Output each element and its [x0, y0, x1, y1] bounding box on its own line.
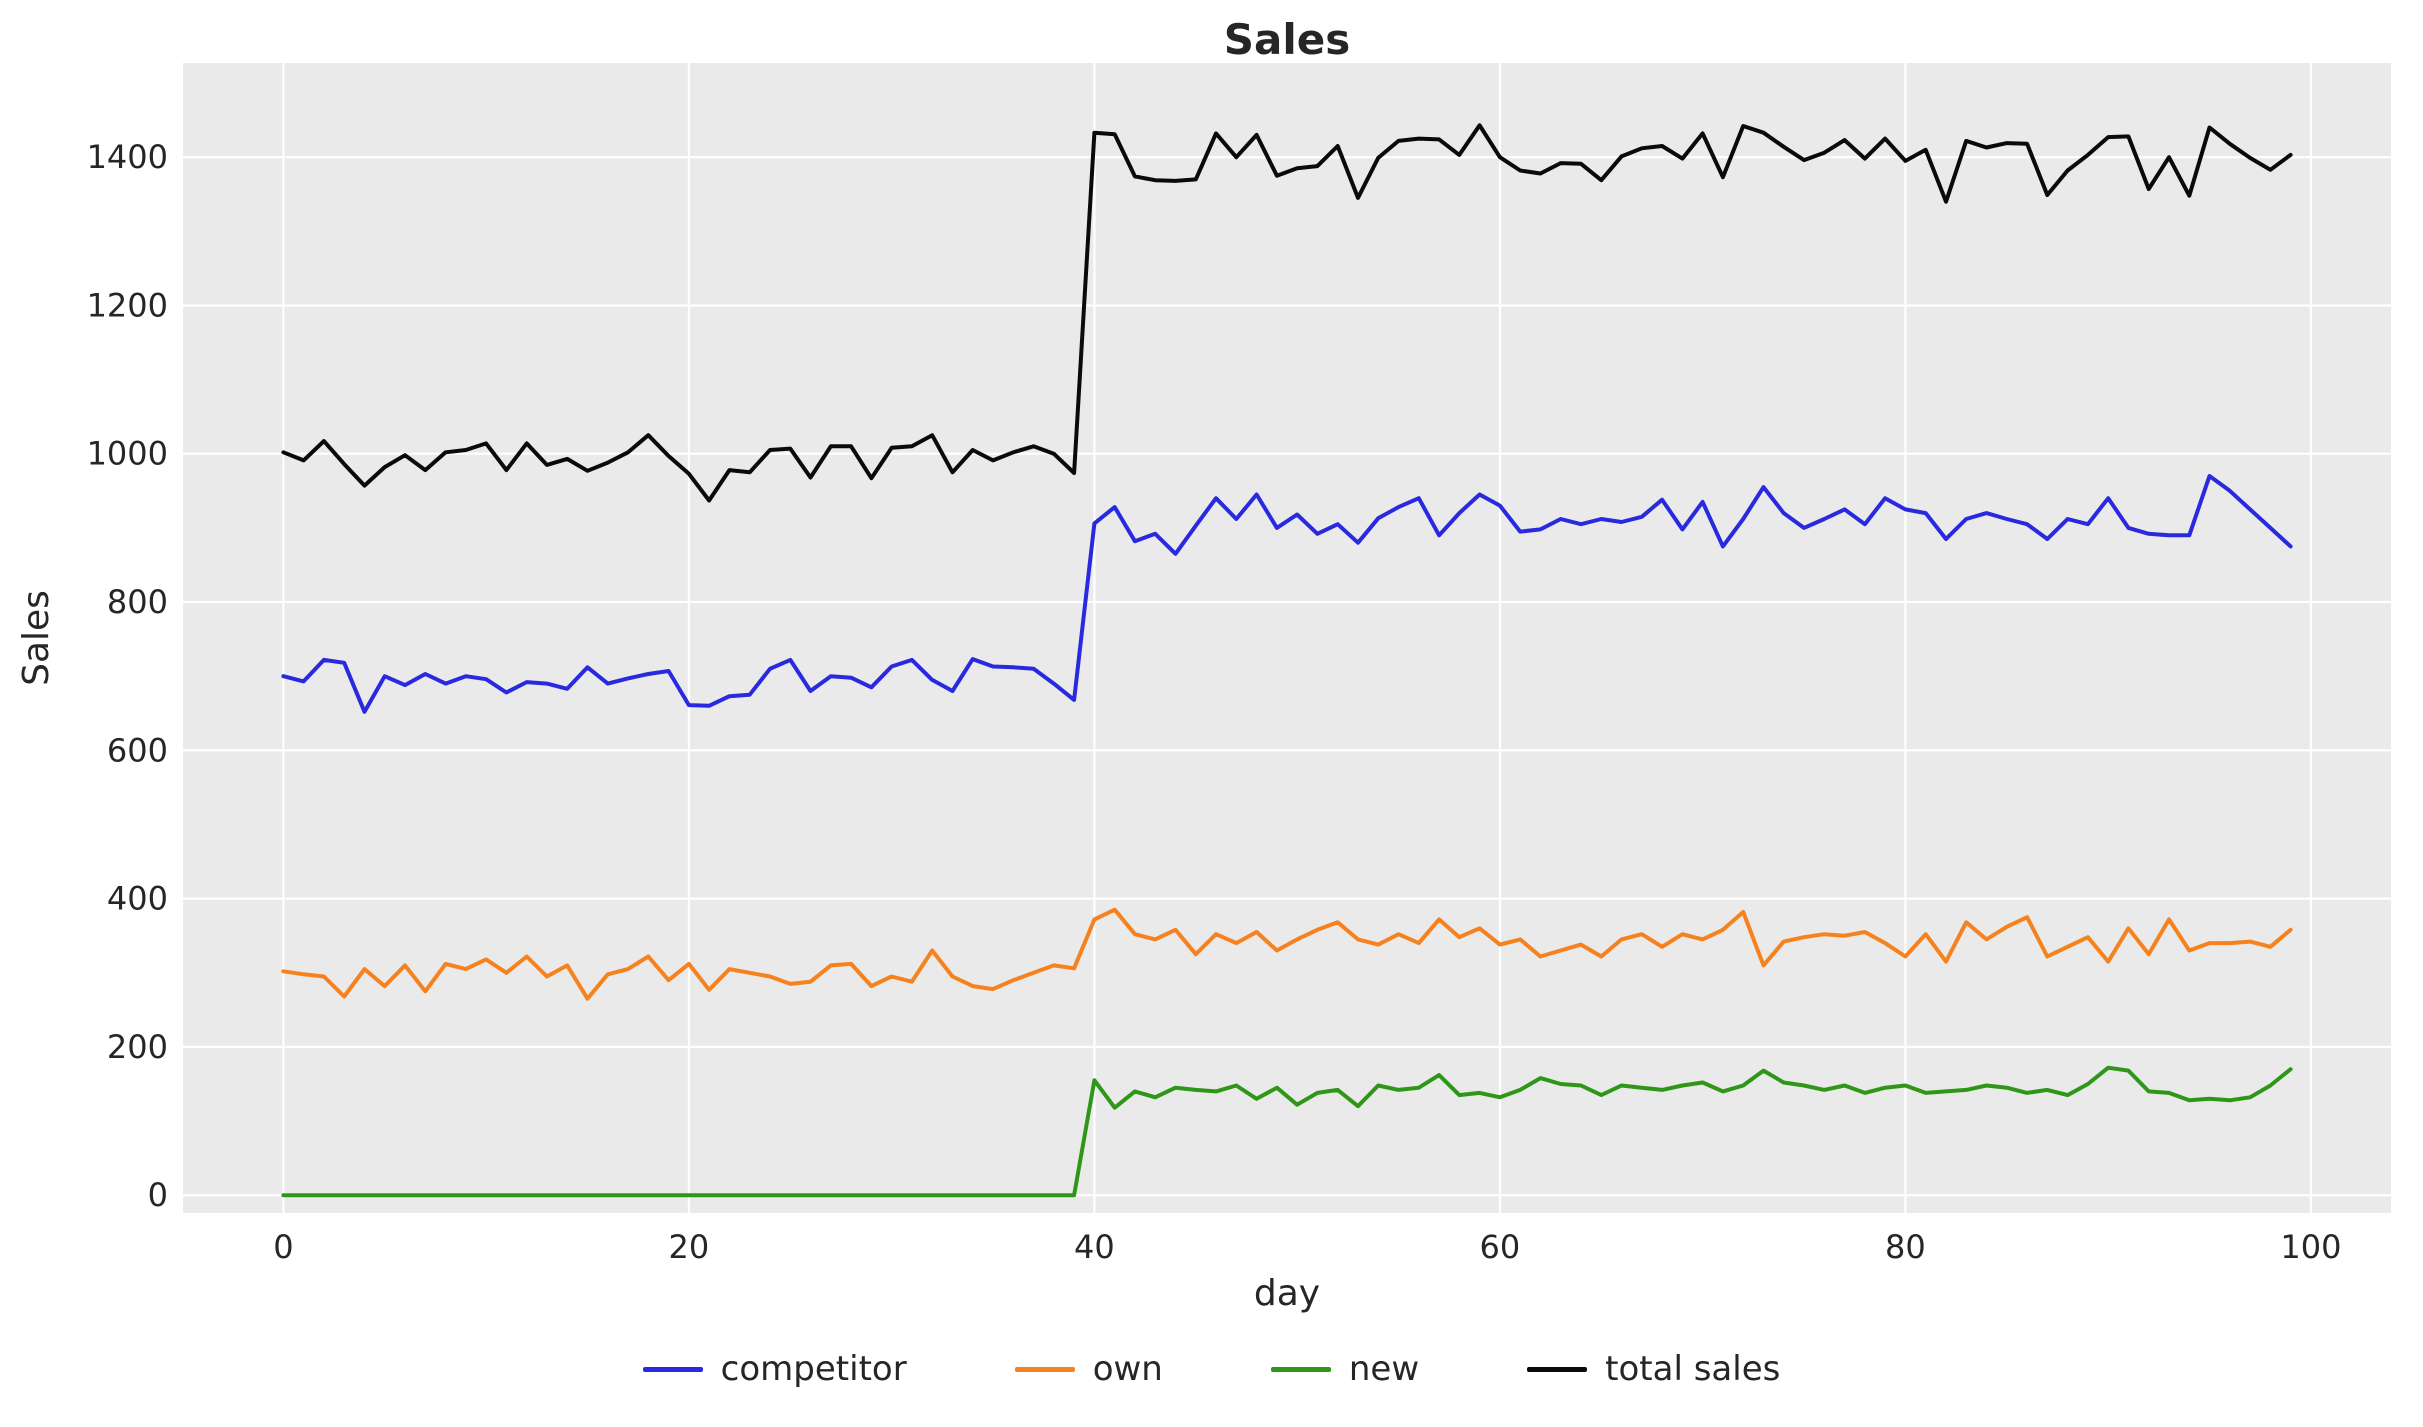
y-tick-label: 800 [107, 583, 168, 621]
y-axis-label: Sales [16, 590, 57, 686]
x-tick-label: 60 [1480, 1228, 1521, 1266]
series-lines [281, 123, 2293, 1198]
series-line-total-sales [281, 123, 2293, 503]
legend-swatch-own [1014, 1366, 1075, 1372]
x-axis-label: day [1254, 1273, 1320, 1314]
legend-swatch-competitor [642, 1366, 703, 1372]
legend-swatch-total-sales [1527, 1366, 1588, 1372]
y-tick-label: 1400 [87, 138, 168, 176]
legend-item-own: own [1014, 1349, 1163, 1389]
legend-label-competitor: competitor [720, 1349, 907, 1389]
y-tick-label: 400 [107, 880, 168, 918]
x-tick-label: 20 [669, 1228, 710, 1266]
y-tick-label: 0 [148, 1176, 168, 1214]
x-tick-label: 0 [273, 1228, 293, 1266]
series-line-competitor [281, 474, 2293, 714]
x-axis-tick-labels: 0 20 40 60 80 100 [273, 1228, 2341, 1266]
series-line-own [281, 907, 2293, 1001]
legend-label-own: own [1092, 1349, 1163, 1389]
legend-label-total-sales: total sales [1605, 1349, 1781, 1389]
series-line-new [281, 1065, 2293, 1198]
chart-title: Sales [1224, 15, 1350, 64]
y-axis-tick-labels: 0 200 400 600 800 1000 1200 1400 [87, 138, 168, 1214]
legend-item-new: new [1270, 1349, 1420, 1389]
y-tick-label: 1000 [87, 435, 168, 473]
legend-label-new: new [1348, 1349, 1420, 1389]
legend-item-total-sales: total sales [1527, 1352, 1780, 1386]
y-tick-label: 1200 [87, 287, 168, 325]
legend-item-competitor: competitor [642, 1349, 907, 1389]
chart-legend: competitor own new total sales [0, 1338, 2423, 1400]
gridlines [183, 63, 2391, 1213]
x-tick-label: 40 [1074, 1228, 1115, 1266]
y-tick-label: 600 [107, 731, 168, 769]
x-tick-label: 100 [2280, 1228, 2341, 1266]
legend-swatch-new [1270, 1366, 1331, 1372]
plot-background [183, 63, 2391, 1213]
x-tick-label: 80 [1885, 1228, 1926, 1266]
y-tick-label: 200 [107, 1028, 168, 1066]
